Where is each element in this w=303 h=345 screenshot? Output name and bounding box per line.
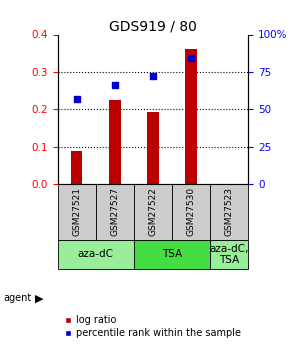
- Text: ▶: ▶: [35, 294, 43, 303]
- Bar: [185, 49, 197, 184]
- Bar: [172, 184, 210, 239]
- Text: aza-dC,
TSA: aza-dC, TSA: [210, 244, 249, 265]
- Point: [189, 56, 194, 61]
- Bar: [58, 239, 134, 269]
- Text: GSM27527: GSM27527: [110, 187, 119, 236]
- Bar: [58, 184, 96, 239]
- Bar: [134, 184, 172, 239]
- Legend: log ratio, percentile rank within the sample: log ratio, percentile rank within the sa…: [62, 313, 243, 340]
- Bar: [147, 112, 159, 184]
- Text: GSM27530: GSM27530: [187, 187, 196, 236]
- Text: GSM27523: GSM27523: [225, 187, 234, 236]
- Bar: [71, 151, 82, 184]
- Point: [112, 82, 117, 87]
- Text: TSA: TSA: [162, 249, 182, 259]
- Bar: [210, 184, 248, 239]
- Text: GSM27522: GSM27522: [148, 187, 158, 236]
- Text: aza-dC: aza-dC: [78, 249, 114, 259]
- Bar: [109, 100, 121, 184]
- Bar: [96, 184, 134, 239]
- Bar: [210, 239, 248, 269]
- Point: [151, 73, 155, 78]
- Title: GDS919 / 80: GDS919 / 80: [109, 19, 197, 33]
- Point: [74, 96, 79, 102]
- Bar: [134, 239, 210, 269]
- Text: GSM27521: GSM27521: [72, 187, 81, 236]
- Text: agent: agent: [3, 294, 31, 303]
